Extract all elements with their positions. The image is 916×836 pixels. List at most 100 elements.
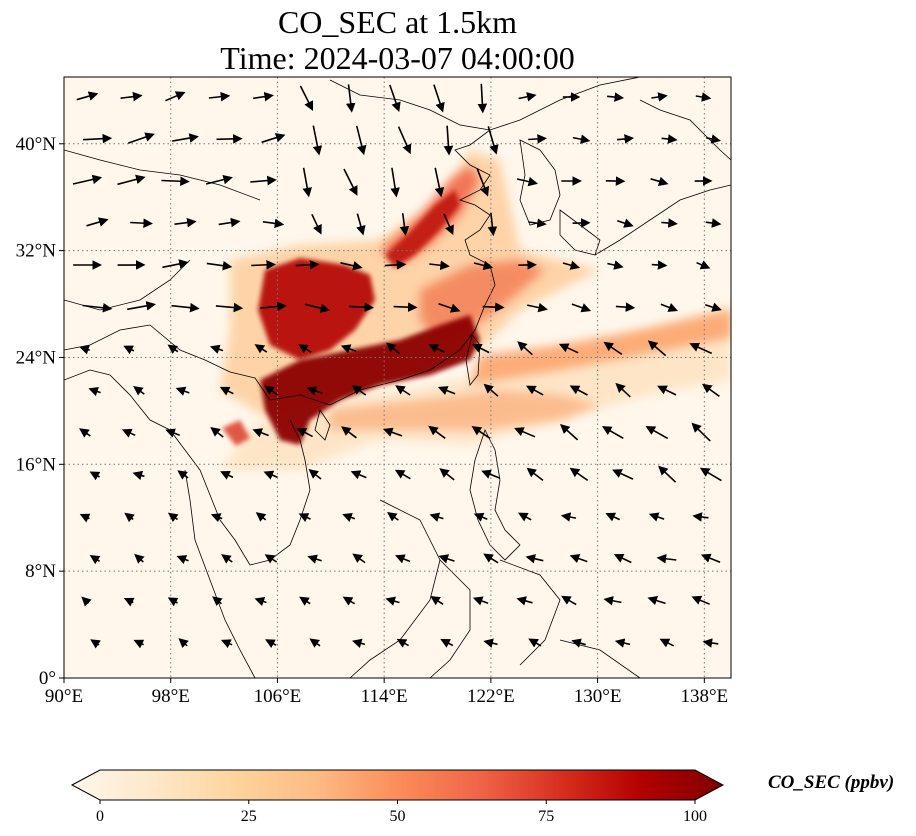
wind-arrow-69 [473,260,494,271]
wind-arrow-193 [647,595,666,606]
wind-arrow-202 [396,638,409,648]
wind-arrow-15 [82,133,113,144]
wind-arrow-191 [561,595,577,606]
wind-arrow-184 [254,597,267,607]
wind-arrow-138 [220,471,234,480]
wind-arrow-82 [393,302,418,312]
wind-arrow-162 [605,512,621,522]
wind-arrow-25 [528,134,547,144]
wind-arrow-73 [651,260,668,270]
wind-arrow-134 [691,422,711,442]
wind-arrow-187 [385,596,400,606]
wind-arrow-51 [356,213,366,236]
wind-arrow-28 [661,134,678,144]
wind-arrow-147 [612,469,634,480]
wind-arrow-103 [647,340,667,357]
lon-tick-label-1: 98°E [152,686,190,707]
wind-arrow-48 [218,217,241,228]
wind-arrow-16 [127,132,155,144]
wind-arrow-203 [440,639,454,648]
wind-arrow-117 [615,382,631,398]
wind-arrow-87 [615,302,636,312]
wind-arrow-157 [386,512,399,522]
wind-arrow-39 [476,168,490,197]
wind-arrow-181 [123,597,135,607]
wind-arrow-145 [526,467,544,482]
wind-arrow-106 [133,386,145,396]
wind-arrow-57 [617,218,634,228]
wind-arrow-163 [648,512,665,522]
wind-arrow-84 [482,302,505,312]
wind-arrow-29 [706,134,721,144]
wind-arrow-190 [516,596,533,606]
colorbar-tick-label-0: 0 [96,808,104,825]
wind-arrow-161 [560,512,577,522]
wind-arrow-101 [558,343,579,354]
wind-arrow-8 [433,84,445,113]
wind-arrow-54 [487,212,498,237]
wind-arrow-158 [429,512,444,522]
wind-arrow-122 [165,428,180,438]
wind-arrow-199 [265,639,277,649]
wind-arrow-76 [127,301,156,311]
wind-arrow-47 [174,217,197,228]
wind-arrow-185 [299,596,311,606]
wind-arrow-115 [525,385,544,396]
wind-arrow-207 [614,638,631,648]
wind-arrow-132 [601,426,624,439]
wind-arrow-113 [437,386,456,396]
colorbar-tick-label-3: 75 [538,808,554,825]
lat-tick-label-3: 24°N [16,347,57,368]
wind-arrow-149 [699,467,722,482]
wind-arrow-180 [81,596,92,607]
lon-tick-label-3: 114°E [361,686,408,707]
wind-arrow-206 [571,638,586,648]
wind-arrow-94 [254,344,268,354]
wind-arrow-140 [308,469,322,480]
wind-arrow-166 [134,553,145,564]
wind-arrow-128 [428,425,446,439]
wind-arrow-126 [341,426,357,439]
wind-arrow-135 [89,471,101,481]
wind-arrow-96 [340,344,357,354]
colorbar-tick-label-1: 25 [241,808,257,825]
wind-arrow-123 [210,427,224,438]
wind-arrow-170 [307,554,322,564]
lon-tick-label-0: 90°E [45,686,83,707]
wind-arrow-79 [260,301,287,312]
wind-arrow-80 [304,303,331,313]
colorbar-ticks: 0 25 50 75 100 [96,800,707,825]
wind-arrow-156 [342,512,356,522]
wind-arrow-24 [487,126,499,155]
wind-arrow-68 [429,260,450,271]
wind-arrow-144 [481,469,501,479]
wind-arrow-196 [133,639,145,649]
wind-arrow-88 [660,302,679,312]
wind-arrow-26 [572,134,591,144]
wind-arrow-50 [311,213,322,235]
wind-arrow-204 [483,638,498,648]
wind-arrow-139 [263,470,278,480]
wind-arrow-178 [656,554,677,564]
wind-arrow-17 [172,133,199,143]
wind-arrow-175 [525,554,544,564]
wind-arrow-177 [613,553,632,564]
wind-arrow-64 [251,260,276,270]
wind-arrow-188 [430,595,444,606]
wind-arrow-9 [477,83,488,114]
wind-arrow-77 [171,302,200,313]
wind-arrow-35 [302,167,312,198]
wind-arrow-89 [704,302,722,312]
wind-arrow-2 [165,91,186,102]
wind-arrow-141 [350,470,367,480]
wind-arrow-142 [394,469,411,480]
wind-arrow-52 [399,213,410,236]
wind-arrow-38 [434,167,445,198]
wind-arrow-112 [395,385,411,396]
wind-arrow-102 [603,341,623,356]
wind-arrow-111 [351,385,367,396]
wind-arrow-105 [88,386,101,397]
wind-arrow-20 [312,125,323,156]
wind-arrow-136 [132,470,145,481]
